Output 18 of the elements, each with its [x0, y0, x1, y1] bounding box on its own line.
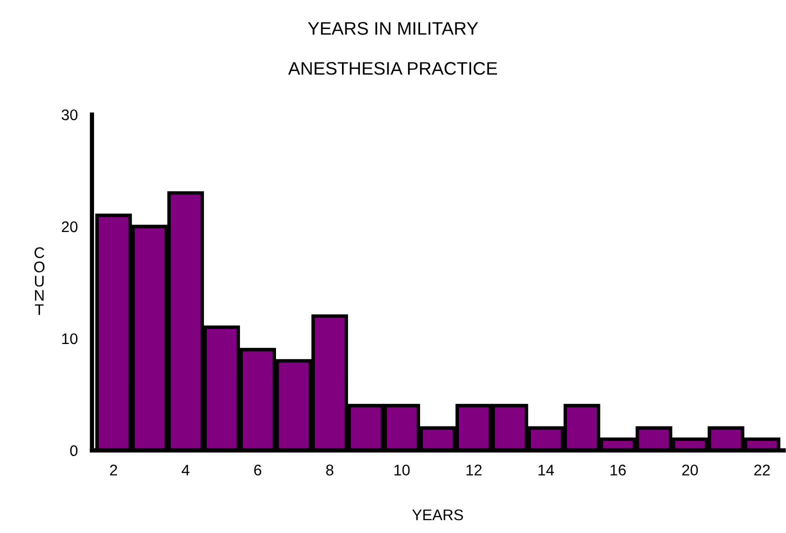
- x-tick-label: 2: [110, 464, 118, 476]
- y-tick-label: 20: [62, 221, 78, 232]
- x-tick-label: 22: [754, 464, 770, 476]
- x-tick-label: 16: [610, 464, 626, 476]
- y-tick-label: 10: [62, 333, 78, 344]
- x-tick-label: 10: [394, 464, 410, 476]
- y-axis-title: COUNT: [34, 247, 45, 315]
- y-tick-label: 30: [62, 109, 78, 120]
- x-tick-label: 14: [538, 464, 554, 476]
- x-tick-label: 6: [254, 464, 262, 476]
- x-tick-label: 12: [466, 464, 482, 476]
- x-axis-title: YEARS: [412, 509, 463, 520]
- chart-title: YEARS IN MILITARY: [308, 22, 478, 35]
- x-tick-label: 20: [682, 464, 698, 476]
- chart-subtitle: ANESTHESIA PRACTICE: [288, 62, 498, 75]
- x-tick-label: 4: [182, 464, 190, 476]
- y-tick-label: 0: [70, 445, 78, 456]
- x-tick-label: 8: [326, 464, 334, 476]
